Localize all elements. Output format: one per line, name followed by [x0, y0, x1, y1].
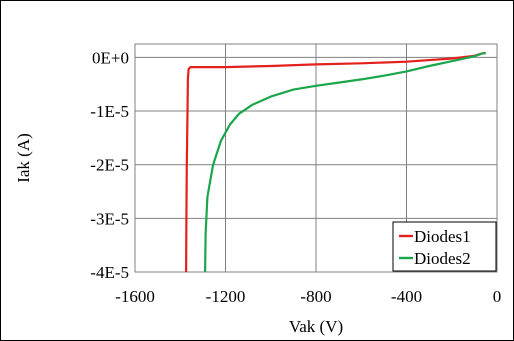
x-tick-label: 0	[493, 287, 502, 306]
y-axis-label: Iak (A)	[14, 133, 33, 183]
legend-entry: Diodes1	[414, 227, 471, 246]
x-tick-label: -1600	[115, 287, 155, 306]
series-line-diodes2	[204, 51, 486, 273]
x-tick-label: -800	[300, 287, 331, 306]
legend-box	[392, 221, 497, 272]
x-tick-label: -400	[391, 287, 422, 306]
y-tick-label: -2E-5	[90, 156, 129, 175]
y-tick-label: -4E-5	[90, 263, 129, 282]
x-tick-label: -1200	[206, 287, 246, 306]
y-tick-label: 0E+0	[92, 48, 129, 67]
series-layer	[185, 51, 486, 273]
plot-border	[134, 43, 498, 273]
tick-labels: -1600 -1200 -800 -400 0 0E+0 -1E-5 -2E-5 -3E-5 -4…	[90, 48, 501, 306]
y-tick-label: -3E-5	[90, 209, 129, 228]
legend: Diodes1 Diodes2	[392, 221, 497, 272]
x-axis-label: Vak (V)	[289, 317, 343, 336]
legend-entry: Diodes2	[414, 249, 471, 268]
series-line-diodes1	[185, 51, 486, 273]
y-tick-label: -1E-5	[90, 102, 129, 121]
